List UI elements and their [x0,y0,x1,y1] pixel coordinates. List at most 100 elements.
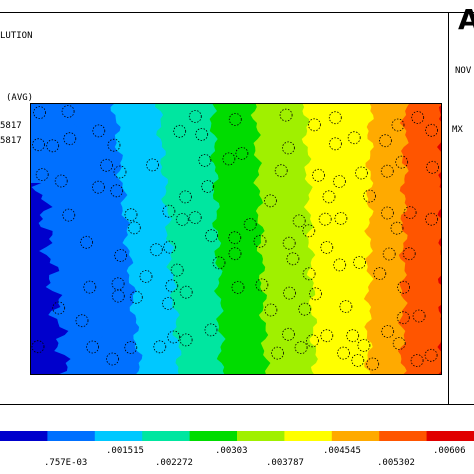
smx-value: 5817 [0,136,22,146]
legend-swatch-7 [284,431,333,441]
hole-circle [33,106,47,120]
hole-circle [139,270,153,283]
hole-circle [397,280,411,294]
hole-circle [281,141,295,155]
hole-circle [274,164,288,178]
legend-swatch-9 [379,431,428,441]
hole-circle [334,212,348,225]
hole-circle [346,329,360,343]
hole-circle [149,243,163,257]
hole-circle [339,300,353,314]
hole-circle [31,340,45,354]
hole-circle [61,104,75,118]
legend-swatch-10 [426,431,474,441]
hole-circle [298,302,312,316]
hole-circle [337,346,350,360]
hole-circle [322,190,336,204]
hole-circle [165,279,179,293]
hole-circle [170,263,184,277]
plot-border [30,103,442,375]
hole-circle [129,290,143,304]
hole-circle [366,357,380,371]
avg-label: (AVG) [6,93,34,103]
hole-circle [111,277,125,291]
hole-circle [195,127,209,141]
hole-circle [279,108,293,122]
solution-label: LUTION [0,31,33,41]
hole-circle [426,160,439,174]
hole-circle [309,287,322,301]
hole-circle [86,340,99,354]
hole-circle [204,323,218,337]
hole-circle [351,353,365,367]
hole-circle [188,110,202,123]
hole-circle [198,154,212,167]
hole-circle [54,174,68,188]
hole-circle [381,325,395,338]
hole-circle [205,229,218,243]
hole-circle [162,204,176,218]
hole-circle [271,346,285,360]
hole-circle [264,303,278,317]
hole-circle [255,278,269,292]
frame-top-line [0,12,474,13]
hole-circle [62,208,76,222]
hole-circle [320,240,334,254]
hole-circle [63,132,77,146]
hole-circle [263,194,277,208]
hole-circle [100,158,113,172]
hole-circle [286,252,300,266]
hole-circle [305,334,319,348]
hole-circle [46,139,60,153]
hole-circle [228,112,242,126]
hole-circle [146,158,159,172]
hole-circle [333,258,347,272]
hole-circle [425,212,439,226]
hole-circle [312,168,325,182]
hole-circle [382,247,396,261]
legend-swatch-1 [0,431,48,441]
frame-right-line [448,12,449,404]
hole-circle [212,256,226,270]
hole-circle [167,330,181,344]
date-label: NOV [455,66,472,76]
hole-circle [425,123,439,137]
hole-circle [354,166,368,180]
hole-circle [235,147,249,160]
hole-circle [347,131,361,145]
hole-circle [292,214,306,228]
legend-swatch-5 [189,431,238,441]
hole-circle [114,249,128,262]
legend-swatch-3 [94,431,143,441]
legend-label-bottom-1: .757E-03 [44,458,88,468]
hole-circle [111,289,125,303]
legend-label-bottom-2: .002272 [155,458,193,468]
hole-circle [127,221,141,235]
hole-circle [243,218,257,231]
legend-swatch-6 [237,431,285,441]
hole-circle [124,208,138,222]
hole-circle [410,354,424,368]
hole-circle [92,124,106,138]
legend-label-bottom-4: .005302 [377,458,415,468]
hole-circle [253,234,267,248]
frame-bottom-line [0,404,474,405]
hole-circle [391,118,405,132]
hole-circle [307,118,321,132]
hole-circle [412,309,426,323]
hole-circle [201,180,215,193]
legend-label-top-1: .001515 [106,446,144,456]
hole-circle [92,180,105,194]
hole-circle [113,165,127,179]
hole-circle [380,164,394,178]
hole-circle [411,111,425,124]
hole-circle [175,213,189,226]
hole-circle [228,247,242,261]
contour-plot [30,103,442,375]
hole-circle [75,314,89,328]
hole-circle [318,212,332,226]
hole-circle [83,280,97,294]
hole-circle [395,155,409,169]
hole-circle [228,231,242,245]
hole-circle [373,267,387,281]
